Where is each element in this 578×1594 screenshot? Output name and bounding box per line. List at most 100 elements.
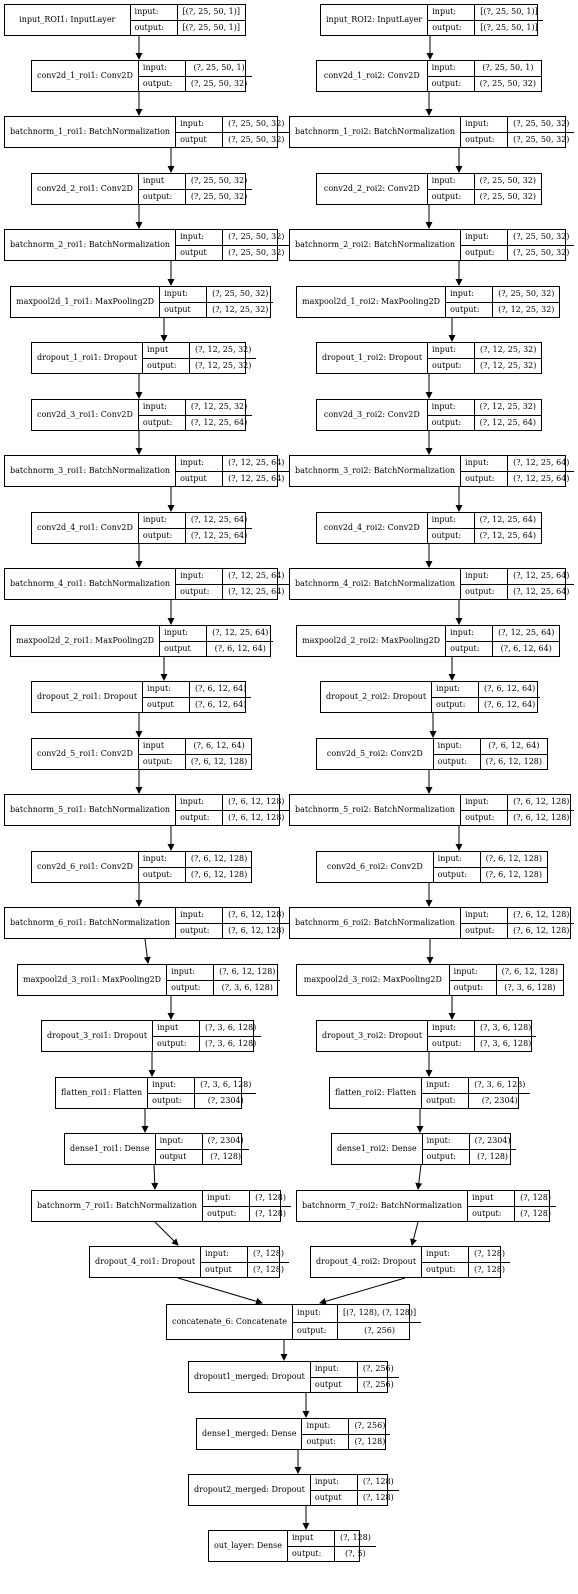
input-label: input: (461, 117, 509, 132)
output-shape-value: (?, 6, 12, 128) (228, 812, 285, 822)
output-shape-value: (?, 128) (354, 1436, 386, 1446)
input-label: input: (160, 287, 208, 302)
layer-name: dropout_4_roi2: Dropout (311, 1247, 423, 1277)
layer-shapes: input: (?, 3, 6, 128) output: (?, 2304) (422, 1078, 531, 1108)
input-shape-row: input: (?, 12, 25, 64) (160, 626, 273, 641)
output-label: output: (153, 1036, 201, 1051)
output-label: output: (461, 923, 509, 938)
output-shape-value: (?, 12, 25, 64) (190, 417, 248, 427)
layer-name: conv2d_3_roi1: Conv2D (32, 400, 139, 430)
input-shape-row: input: (?, 6, 12, 64) (434, 739, 547, 754)
layer-node-dense1-roi1: dense1_roi1: Dense input: (?, 2304) output (… (64, 1133, 249, 1165)
layer-shapes: input: [(?, 25, 50, 1)] output: [(?, 25, 50… (130, 5, 245, 35)
layer-node-batchnorm-5-roi1: batchnorm_5_roi1: BatchNormalization inpu… (4, 794, 290, 826)
layer-node-conv2d-2-roi2: conv2d_2_roi2: Conv2D input: (?, 25, 50, 3… (316, 173, 542, 205)
input-label: input (139, 739, 186, 754)
input-shape-row: input: (?, 12, 25, 64) (139, 513, 252, 528)
input-shape-row: input: (?, 12, 25, 64) (176, 456, 289, 471)
layer-node-flatten-roi2: flatten_roi2: Flatten input: (?, 3, 6, 128… (329, 1077, 531, 1109)
output-label: output: (434, 867, 481, 882)
output-shape-value: (?, 6, 12, 128) (513, 925, 570, 935)
input-shape-row: input: (?, 12, 25, 32) (139, 400, 252, 415)
input-shape-row: input: [(?, 25, 50, 1)] (428, 5, 542, 20)
input-shape-row: input: (?, 2304) (423, 1134, 516, 1149)
input-shape-row: input: (?, 12, 25, 32) (428, 343, 541, 358)
layer-name: input_ROI2: InputLayer (321, 5, 429, 35)
output-label: output: (167, 980, 215, 995)
input-shape-value: (?, 2304) (207, 1136, 244, 1146)
layer-name: conv2d_1_roi1: Conv2D (32, 61, 139, 91)
layer-shapes: input: (?, 12, 25, 64) output: (?, 12, 25, … (427, 513, 541, 543)
input-shape-row: input: (?, 6, 12, 128) (461, 908, 574, 923)
input-label: input: (148, 1078, 196, 1093)
layer-shapes: input: (?, 25, 50, 32) output: (?, 25, 50, … (461, 230, 575, 260)
layer-node-maxpool2d-3-roi1: maxpool2d_3_roi1: MaxPooling2D input: (?, … (17, 964, 281, 996)
input-shape-value: [(?, 128), (?, 128)] (343, 1308, 417, 1318)
input-shape-value: (?, 12, 25, 64) (212, 628, 269, 638)
layer-shapes: input: (?, 6, 12, 128) output: (?, 3, 6, 12… (167, 965, 281, 995)
input-label: input: (176, 569, 224, 584)
input-shape-row: input: (?, 25, 50, 32) (160, 287, 273, 302)
input-shape-row: input: (?, 25, 50, 32) (461, 230, 574, 245)
output-shape-row: output: (?, 3, 6, 128) (167, 979, 281, 995)
layer-name: input_ROI1: InputLayer (5, 5, 131, 35)
layer-name: batchnorm_6_roi1: BatchNormalization (5, 908, 177, 938)
input-shape-row: input: (?, 128) (422, 1247, 510, 1262)
output-label: output: (432, 697, 480, 712)
layer-node-batchnorm-3-roi1: batchnorm_3_roi1: BatchNormalization inpu… (4, 455, 290, 487)
layer-name: dropout_2_roi2: Dropout (321, 682, 433, 712)
output-label: output (311, 1377, 358, 1392)
output-label: output (176, 245, 224, 260)
layer-node-dropout1-merged: dropout1_merged: Dropout input: (?, 256) ou… (188, 1361, 399, 1393)
input-shape-row: input: (?, 6, 12, 64) (432, 682, 540, 697)
layer-node-conv2d-5-roi2: conv2d_5_roi2: Conv2D input: (?, 6, 12, 64… (316, 738, 548, 770)
input-shape-value: (?, 128) (339, 1533, 371, 1543)
layer-node-dropout-3-roi1: dropout_3_roi1: Dropout input (?, 3, 6, 12… (41, 1020, 262, 1052)
output-shape-value: (?, 12, 25, 32) (480, 360, 537, 370)
output-shape-value: (?, 12, 25, 64) (479, 417, 536, 427)
input-label: input: (422, 1247, 470, 1262)
layer-shapes: input (?, 25, 50, 32) output: (?, 25, 50, 3… (138, 174, 253, 204)
input-shape-value: (?, 25, 50, 32) (212, 289, 269, 299)
input-label: input: (143, 682, 191, 697)
layer-name: maxpool2d_2_roi1: MaxPooling2D (11, 626, 161, 656)
layer-shapes: input (?, 6, 12, 64) output: (?, 6, 12, 128… (138, 739, 253, 769)
layer-shapes: input: (?, 12, 25, 32) output: (?, 12, 25, … (427, 400, 541, 430)
input-label: input: (434, 852, 481, 867)
input-shape-value: (?, 3, 6, 128) (480, 1023, 532, 1033)
input-shape-row: input: (?, 12, 25, 64) (428, 513, 541, 528)
output-label: output: (139, 867, 186, 882)
input-shape-value: (?, 6, 12, 128) (190, 854, 248, 864)
layer-shapes: input: (?, 6, 12, 64) output: (?, 6, 12, 12… (433, 739, 547, 769)
output-shape-row: output: [(?, 25, 50, 1)] (130, 19, 245, 35)
output-label: output: (468, 1206, 516, 1221)
input-label: input: (176, 795, 224, 810)
output-shape-value: [(?, 25, 50, 1)] (182, 22, 240, 32)
output-shape-row: output (?, 128) (310, 1489, 399, 1505)
input-shape-row: input: (?, 6, 12, 128) (450, 965, 563, 980)
layer-name: maxpool2d_3_roi1: MaxPooling2D (18, 965, 168, 995)
input-shape-value: (?, 12, 25, 64) (228, 458, 285, 468)
output-label: output: (461, 245, 509, 260)
layer-name: batchnorm_7_roi1: BatchNormalization (32, 1191, 204, 1221)
layer-shapes: input: (?, 2304) output (?, 128) (155, 1134, 249, 1164)
input-shape-value: (?, 6, 12, 128) (501, 967, 558, 977)
input-label: input (139, 174, 186, 189)
edge-batchnorm_7_roi1-to-dropout_4_roi1 (154, 1221, 179, 1246)
input-shape-row: input: (?, 2304) (156, 1134, 249, 1149)
input-shape-value: (?, 6, 12, 128) (513, 797, 570, 807)
input-shape-value: (?, 3, 6, 128) (200, 1080, 252, 1090)
layer-shapes: input: (?, 25, 50, 32) output (?, 25, 50, 3… (176, 230, 290, 260)
layer-node-maxpool2d-2-roi1: maxpool2d_2_roi1: MaxPooling2D input: (?, … (10, 625, 274, 657)
layer-node-dropout-4-roi1: dropout_4_roi1: Dropout input: (?, 128) out… (89, 1246, 289, 1278)
output-shape-row: output: (?, 128) (422, 1148, 516, 1164)
output-shape-value: (?, 3, 6, 128) (504, 982, 556, 992)
input-label: input: (428, 400, 475, 415)
output-shape-value: (?, 6, 12, 128) (485, 869, 542, 879)
layer-name: batchnorm_5_roi1: BatchNormalization (5, 795, 177, 825)
output-label: output: (461, 132, 509, 147)
layer-name: maxpool2d_1_roi2: MaxPooling2D (297, 287, 447, 317)
output-shape-row: output (?, 12, 25, 32) (160, 301, 274, 317)
input-shape-value: (?, 25, 50, 32) (228, 232, 285, 242)
layer-node-dropout-2-roi2: dropout_2_roi2: Dropout input: (?, 6, 12, … (320, 681, 541, 713)
